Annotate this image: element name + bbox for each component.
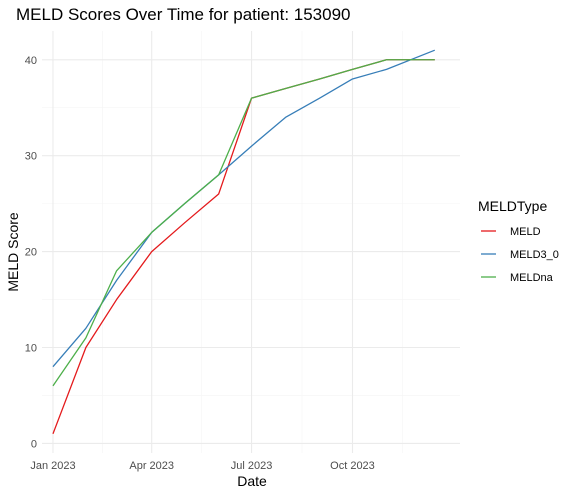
x-tick-label: Oct 2023 — [330, 460, 375, 472]
x-tick-label: Jul 2023 — [231, 460, 273, 472]
x-axis-tick-labels: Jan 2023 Apr 2023 Jul 2023 Oct 2023 — [30, 460, 374, 472]
y-tick-label: 30 — [25, 151, 37, 163]
series-line-meldna — [52, 59, 435, 387]
y-tick-label: 0 — [31, 438, 37, 450]
legend-label-meld: MELD — [510, 226, 541, 238]
legend-label-meldna: MELDna — [510, 272, 554, 284]
x-tick-label: Apr 2023 — [129, 460, 174, 472]
x-axis-title: Date — [237, 473, 267, 489]
series-lines — [52, 49, 436, 435]
x-tick-label: Jan 2023 — [30, 460, 75, 472]
legend-items: MELD MELD3_0 MELDna — [481, 226, 559, 284]
y-tick-label: 10 — [25, 343, 37, 355]
y-tick-label: 20 — [25, 247, 37, 259]
chart-title: MELD Scores Over Time for patient: 15309… — [16, 5, 351, 24]
legend-title: MELDType — [478, 198, 547, 214]
series-line-meld3-0 — [52, 49, 436, 368]
y-tick-label: 40 — [25, 55, 37, 67]
y-axis-tick-labels: 0 10 20 30 40 — [25, 55, 37, 451]
y-axis-title: MELD Score — [5, 212, 21, 292]
legend: MELDType MELD MELD3_0 MELDna — [478, 198, 559, 284]
legend-label-meld3-0: MELD3_0 — [510, 249, 559, 261]
